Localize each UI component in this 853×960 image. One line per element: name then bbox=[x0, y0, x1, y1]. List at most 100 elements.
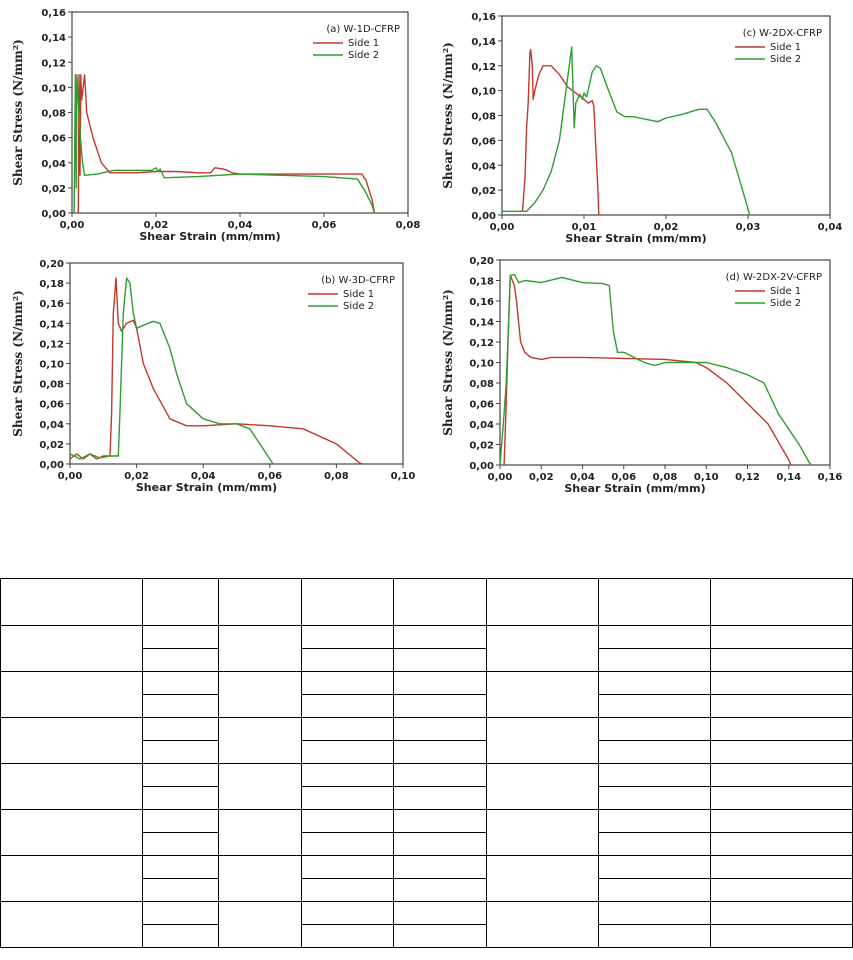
table-cell bbox=[709, 717, 853, 741]
y-tick-label: 0,16 bbox=[39, 299, 64, 310]
table-cell bbox=[0, 901, 143, 948]
x-tick-label: 0,08 bbox=[324, 471, 349, 482]
chart-title: (b) W-3D-CFRP bbox=[321, 275, 395, 286]
table-cell bbox=[597, 924, 711, 948]
chart-d: 0,00 0,02 0,04 0,06 0,08 0,10 0,12 0,14 0,16 0,00… bbox=[430, 250, 853, 500]
table-cell bbox=[597, 855, 711, 879]
table-row bbox=[0, 763, 853, 810]
table-cell bbox=[218, 763, 302, 810]
y-tick-label: 0,04 bbox=[471, 161, 496, 172]
table-cell bbox=[485, 578, 599, 626]
series-line-1 bbox=[503, 274, 792, 466]
table-cell bbox=[709, 832, 853, 856]
y-tick-label: 0,14 bbox=[469, 318, 494, 329]
chart-c: 0,00 0,01 0,02 0,03 0,04 0,00 0,02 0,04 0,06 0,08… bbox=[430, 0, 853, 250]
y-tick-label: 0,02 bbox=[469, 441, 494, 452]
table-cell bbox=[485, 855, 599, 902]
x-axis-label: Shear Strain (mm/mm) bbox=[136, 481, 277, 494]
table-cell bbox=[300, 763, 395, 787]
table-cell bbox=[393, 578, 487, 626]
table-cell bbox=[141, 671, 220, 695]
table-cell bbox=[300, 878, 395, 902]
y-tick-label: 0,06 bbox=[41, 134, 66, 145]
x-tick-label: 0,10 bbox=[694, 472, 719, 483]
table-cell bbox=[300, 786, 395, 810]
y-axis-label: Shear Stress (N/mm²) bbox=[11, 39, 25, 186]
table-cell bbox=[300, 901, 395, 925]
legend-label-1: Side 1 bbox=[348, 38, 379, 49]
chart-a: 0,00 0,02 0,04 0,06 0,08 0,00 0,02 0,04 0,06 0,08… bbox=[0, 0, 430, 250]
table-cell bbox=[393, 924, 487, 948]
table-cell bbox=[597, 809, 711, 833]
x-tick-label: 0,04 bbox=[570, 472, 595, 483]
x-tick-label: 0,08 bbox=[653, 472, 678, 483]
table-cell bbox=[597, 763, 711, 787]
table-row bbox=[1, 694, 853, 718]
table-cell bbox=[300, 671, 395, 695]
y-tick-label: 0,04 bbox=[41, 159, 66, 170]
table-cell bbox=[300, 578, 395, 626]
x-axis-label: Shear Strain (mm/mm) bbox=[139, 230, 280, 243]
y-tick-label: 0,14 bbox=[39, 319, 64, 330]
table-cell bbox=[597, 878, 711, 902]
legend-label-2: Side 2 bbox=[348, 50, 379, 61]
table-row bbox=[1, 832, 853, 856]
legend-label-2: Side 2 bbox=[770, 54, 801, 65]
table-cell bbox=[597, 578, 711, 626]
x-tick-label: 0,10 bbox=[391, 471, 416, 482]
legend-label-1: Side 1 bbox=[343, 289, 374, 300]
table-cell bbox=[141, 832, 220, 856]
y-axis-label: Shear Stress (N/mm²) bbox=[441, 42, 455, 189]
series-line-2 bbox=[69, 277, 274, 465]
table-cell bbox=[393, 648, 487, 672]
x-tick-label: 0,04 bbox=[818, 222, 843, 233]
table-row bbox=[1, 924, 853, 948]
chart-title: (c) W-2DX-CFRP bbox=[743, 28, 822, 39]
x-tick-label: 0,02 bbox=[144, 220, 169, 231]
table-cell bbox=[141, 740, 220, 764]
table-cell bbox=[141, 648, 220, 672]
table-cell bbox=[709, 809, 853, 833]
table-cell bbox=[141, 786, 220, 810]
table-cell bbox=[393, 832, 487, 856]
table-cell bbox=[485, 717, 599, 764]
table-row bbox=[0, 717, 853, 764]
table-cell bbox=[597, 901, 711, 925]
table-cell bbox=[141, 901, 220, 925]
x-tick-label: 0,03 bbox=[736, 222, 761, 233]
y-tick-label: 0,04 bbox=[39, 420, 64, 431]
table-cell bbox=[709, 648, 853, 672]
y-tick-label: 0,00 bbox=[471, 211, 496, 222]
table-cell bbox=[0, 717, 143, 764]
y-tick-label: 0,12 bbox=[471, 62, 496, 73]
y-axis-label: Shear Stress (N/mm²) bbox=[441, 289, 455, 436]
table-row bbox=[0, 855, 853, 902]
table-cell bbox=[300, 648, 395, 672]
table-cell bbox=[485, 763, 599, 810]
y-tick-label: 0,04 bbox=[469, 420, 494, 431]
chart-title: (a) W-1D-CFRP bbox=[326, 24, 400, 35]
x-tick-label: 0,00 bbox=[60, 220, 85, 231]
y-tick-label: 0,20 bbox=[469, 256, 494, 267]
table-row bbox=[0, 809, 853, 856]
y-tick-label: 0,16 bbox=[469, 297, 494, 308]
table-cell bbox=[485, 809, 599, 856]
table-cell bbox=[0, 809, 143, 856]
table-cell bbox=[141, 763, 220, 787]
x-tick-label: 0,00 bbox=[58, 471, 83, 482]
table-cell bbox=[0, 855, 143, 902]
table-cell bbox=[393, 763, 487, 787]
x-tick-label: 0,06 bbox=[312, 220, 337, 231]
y-tick-label: 0,06 bbox=[469, 400, 494, 411]
y-tick-label: 0,16 bbox=[41, 8, 66, 19]
y-tick-label: 0,16 bbox=[471, 12, 496, 23]
table-cell bbox=[141, 855, 220, 879]
table-cell bbox=[218, 809, 302, 856]
table-cell bbox=[709, 878, 853, 902]
table-cell bbox=[0, 625, 143, 672]
x-axis-label: Shear Strain (mm/mm) bbox=[564, 482, 705, 495]
x-tick-label: 0,12 bbox=[735, 472, 760, 483]
table-cell bbox=[393, 694, 487, 718]
table-cell bbox=[0, 671, 143, 718]
table-header-row bbox=[0, 578, 853, 626]
